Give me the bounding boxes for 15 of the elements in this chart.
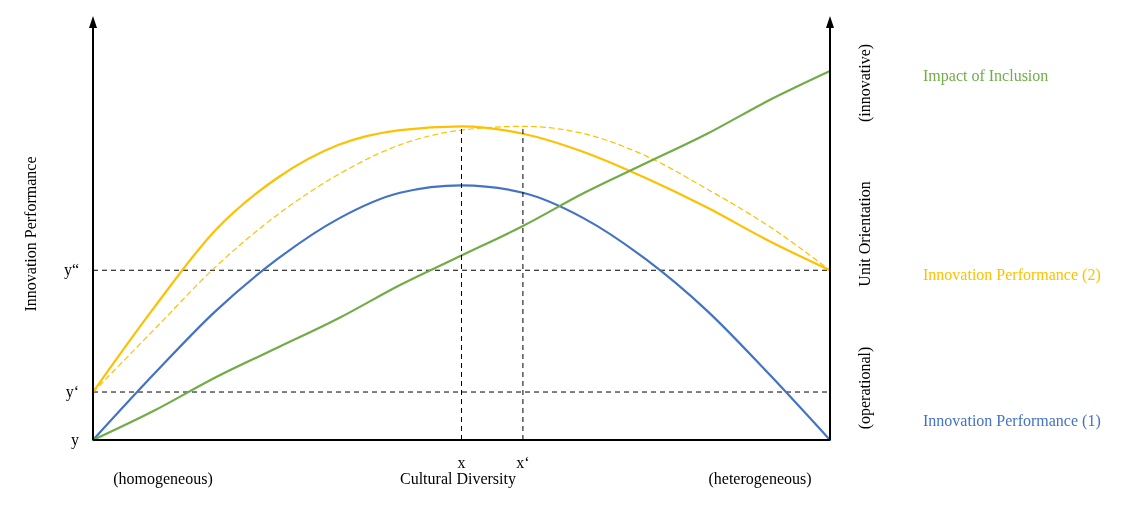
- x-axis-title: Cultural Diversity: [400, 470, 516, 488]
- text: x: [457, 454, 466, 471]
- text: x‘: [516, 454, 530, 471]
- text: Impact of Inclusion: [923, 67, 1049, 85]
- ref-line-label: y“: [63, 261, 79, 280]
- text: (innovative): [856, 43, 874, 123]
- y-axis-title: Innovation Performance: [22, 156, 39, 312]
- text: Innovation Performance (1): [923, 412, 1101, 430]
- y2-axis-title: Unit Orientation: [856, 181, 873, 287]
- text: (heterogeneous): [708, 470, 812, 488]
- text: (homogeneous): [113, 470, 213, 488]
- text: (operational): [856, 346, 874, 430]
- text: Innovation Performance (2): [923, 266, 1101, 285]
- text: y: [71, 431, 79, 449]
- ref-line-label: y‘: [65, 383, 79, 402]
